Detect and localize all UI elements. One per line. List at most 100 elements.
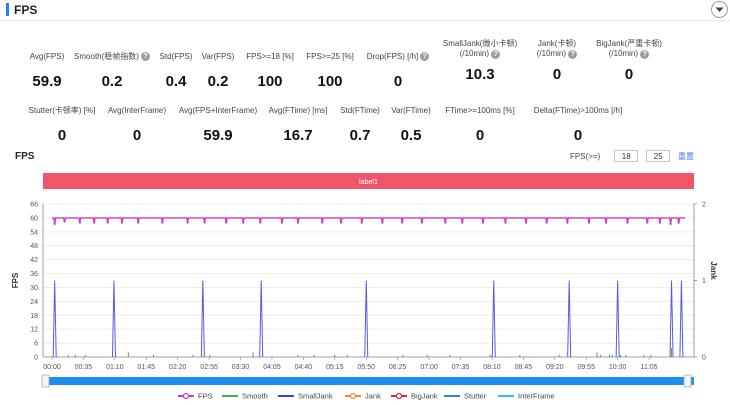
metric-value: 0.2 (101, 73, 123, 90)
metric-label: FTime>=100ms [%] (445, 106, 515, 115)
y-tick-label: 54 (30, 229, 38, 236)
metric-label: Var(FPS) (201, 52, 235, 61)
fps-point (669, 222, 672, 225)
metric-value: 0 (393, 73, 403, 90)
range-slider-handle-right[interactable] (683, 374, 692, 388)
fps-point (280, 221, 284, 224)
help-icon[interactable]: ? (420, 52, 430, 61)
fps-point (504, 221, 507, 224)
legend-label-smooth: Smooth (242, 392, 268, 401)
metric-avg-ftime: Avg(FTime) [ms] 16.7 (265, 100, 331, 144)
header-divider (0, 20, 730, 21)
metric-value: 0.2 (207, 73, 229, 90)
legend-marker-jank (349, 392, 357, 400)
x-tick-label: 09:55 (577, 364, 595, 371)
fps-threshold-input-1[interactable] (614, 150, 639, 162)
y-tick-label: 0 (34, 355, 38, 362)
fps-point (646, 221, 649, 224)
y-tick-label: 6 (34, 341, 38, 348)
help-icon[interactable]: ? (640, 50, 650, 59)
y-axis-label-right: Jank (709, 261, 718, 280)
fps-point (106, 221, 109, 224)
panel-header: FPS (0, 0, 730, 20)
metric-label: Smooth(稳帧指数) (74, 52, 139, 61)
metric-label: Std(FTime) (340, 106, 380, 115)
fps-point (321, 221, 324, 224)
x-tick-label: 01:45 (138, 364, 156, 371)
x-tick-label: 04:05 (263, 364, 281, 371)
fps-point (677, 221, 680, 224)
fps-point (136, 221, 140, 224)
metric-label: Jank(卡顿) (537, 39, 577, 48)
x-tick-label: 10:30 (609, 364, 627, 371)
fps-point (444, 221, 447, 224)
metric-value: 0 (573, 127, 583, 144)
fps-point (481, 221, 485, 224)
y-tick-label: 42 (30, 257, 38, 264)
y-tick-label: 30 (30, 285, 38, 292)
metric-label: Std(FPS) (159, 52, 193, 61)
fps-point (161, 221, 164, 224)
label-band-text: label1 (359, 179, 378, 186)
metric-label: FPS>=25 [%] (306, 52, 354, 61)
help-icon[interactable]: ? (491, 50, 501, 59)
legend-label-interframe: InterFrame (518, 392, 555, 401)
collapse-button[interactable] (711, 1, 728, 18)
label-band (43, 173, 694, 189)
x-tick-label: 05:50 (357, 364, 375, 371)
fps-point (78, 221, 82, 224)
chart-title: FPS (15, 151, 35, 162)
metric-label: Drop(FPS) [/h] (366, 52, 419, 61)
fps-point (566, 221, 569, 224)
y-tick-label: 12 (30, 327, 38, 334)
y-tick-label: 36 (30, 271, 38, 278)
fps-point (224, 221, 228, 224)
metric-var-fps: Var(FPS) 0.2 (200, 46, 236, 90)
fps-point (524, 221, 528, 224)
metric-value: 100 (317, 73, 343, 90)
range-slider-handle-left[interactable] (41, 374, 50, 388)
fps-point (242, 221, 245, 224)
x-tick-label: 01:10 (106, 364, 124, 371)
help-icon[interactable]: ? (140, 52, 150, 61)
metric-label: Avg(FTime) [ms] (268, 106, 328, 115)
panel-title: FPS (14, 3, 38, 17)
fps-point (658, 221, 662, 224)
metric-avg-interframe: Avg(InterFrame) 0 (104, 100, 170, 144)
y-tick-label: 66 (30, 202, 38, 209)
fps-point (381, 221, 384, 224)
y-tick-label: 60 (30, 215, 38, 222)
metric-value: 0 (57, 127, 67, 144)
metric-label: FPS>=18 [%] (246, 52, 294, 61)
legend-marker-bigjank (395, 392, 403, 400)
help-icon[interactable]: ? (568, 50, 578, 59)
fps-point (53, 222, 56, 225)
x-tick-label: 02:55 (200, 364, 218, 371)
metric-value: 0.5 (400, 127, 422, 144)
reset-button[interactable]: 重置 (678, 152, 694, 161)
metric-value: 0 (624, 66, 634, 83)
fps-threshold-input-2[interactable] (646, 150, 671, 162)
range-slider-track[interactable] (46, 377, 694, 385)
metric-avg-fps: Avg(FPS) 59.9 (26, 46, 68, 90)
metric-value: 59.9 (32, 73, 62, 90)
fps-point (339, 221, 343, 224)
metric-label: Stutter(卡顿率) [%] (28, 106, 96, 115)
y-axis-label-left: FPS (11, 272, 20, 288)
metric-big-jank: BigJank(严重卡顿) (/10min) ? 0 (590, 39, 668, 83)
metric-value: 0 (475, 127, 485, 144)
metric-fps-ge-18: FPS>=18 [%] 100 (243, 46, 297, 90)
metric-stutter: Stutter(卡顿率) [%] 0 (26, 100, 98, 144)
metric-label: SmallJank(微小卡顿) (442, 39, 518, 48)
x-tick-label: 11:05 (641, 364, 658, 371)
smalljank-spike (111, 280, 116, 358)
smalljank-spike (52, 280, 57, 358)
fps-point (604, 221, 608, 224)
fps-point (587, 221, 591, 224)
smalljank-spike (567, 280, 572, 358)
x-tick-label: 06:25 (389, 364, 407, 371)
metric-value: 0.7 (349, 127, 371, 144)
fps-point (545, 221, 548, 224)
smalljank-spike (615, 280, 620, 358)
metric-value: 100 (257, 73, 283, 90)
